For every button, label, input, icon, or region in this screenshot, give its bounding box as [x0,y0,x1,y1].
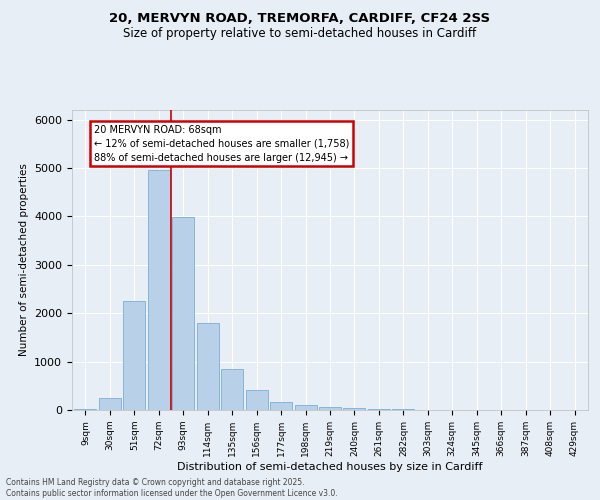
Bar [99,398,121,410]
Text: 20 MERVYN ROAD: 68sqm
← 12% of semi-detached houses are smaller (1,758)
88% of s: 20 MERVYN ROAD: 68sqm ← 12% of semi-deta… [94,124,349,162]
Bar [295,404,317,410]
Text: Contains HM Land Registry data © Crown copyright and database right 2025.
Contai: Contains HM Land Registry data © Crown c… [6,478,338,498]
Bar [343,408,365,410]
Bar [124,301,145,410]
Bar [270,402,292,410]
Bar [221,369,243,410]
Text: Size of property relative to semi-detached houses in Cardiff: Size of property relative to semi-detach… [124,28,476,40]
Bar [319,408,341,410]
Y-axis label: Number of semi-detached properties: Number of semi-detached properties [19,164,29,356]
Bar [148,170,170,410]
Bar [172,218,194,410]
Bar [368,409,390,410]
Bar [74,408,97,410]
X-axis label: Distribution of semi-detached houses by size in Cardiff: Distribution of semi-detached houses by … [177,462,483,471]
Bar [197,323,219,410]
Bar [245,390,268,410]
Text: 20, MERVYN ROAD, TREMORFA, CARDIFF, CF24 2SS: 20, MERVYN ROAD, TREMORFA, CARDIFF, CF24… [109,12,491,26]
